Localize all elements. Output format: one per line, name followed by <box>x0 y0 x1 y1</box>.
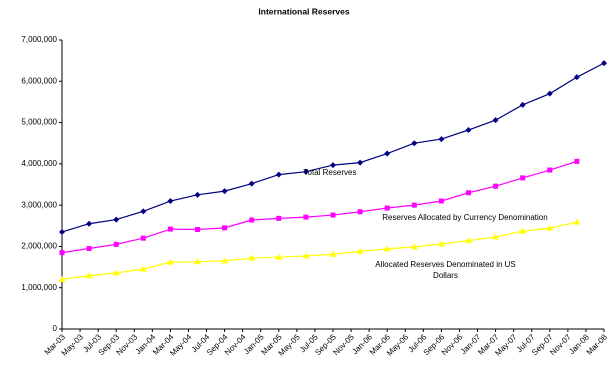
marker <box>248 254 256 261</box>
marker <box>194 258 201 265</box>
y-tick-label: 3,000,000 <box>21 200 57 209</box>
marker <box>574 158 580 164</box>
marker <box>275 171 282 178</box>
marker <box>275 253 283 260</box>
marker <box>520 175 526 181</box>
series-line <box>61 221 578 281</box>
series-label: Total Reserves <box>303 168 357 177</box>
y-tick-label: 1,000,000 <box>21 283 57 292</box>
marker <box>249 217 255 223</box>
y-tick-label: 2,000,000 <box>21 242 57 251</box>
marker <box>357 209 363 215</box>
marker <box>167 198 174 205</box>
marker <box>492 117 499 124</box>
y-tick-label: 6,000,000 <box>21 76 57 85</box>
marker <box>302 252 310 259</box>
marker <box>466 190 471 196</box>
x-tick-label: Mar-08 <box>585 332 608 357</box>
series-label: Allocated Reserves Denominated in US Dol… <box>375 260 516 280</box>
marker <box>139 265 147 272</box>
marker <box>329 250 337 257</box>
marker <box>166 258 174 265</box>
marker <box>59 228 65 235</box>
series-label: Reserves Allocated by Currency Denominat… <box>382 213 548 222</box>
marker <box>546 224 554 231</box>
marker <box>302 168 309 175</box>
y-tick-label: 7,000,000 <box>21 35 57 44</box>
marker <box>194 191 201 198</box>
marker <box>465 127 472 134</box>
y-tick-label: 4,000,000 <box>21 159 57 168</box>
marker <box>303 214 309 220</box>
y-tick-label: 5,000,000 <box>21 118 57 127</box>
marker <box>384 150 391 157</box>
marker <box>438 198 444 204</box>
marker <box>437 240 445 247</box>
marker <box>601 60 607 67</box>
chart-title: International Reserves <box>258 6 349 16</box>
marker <box>248 180 255 187</box>
marker <box>438 136 445 143</box>
marker <box>85 272 93 279</box>
marker <box>573 218 581 225</box>
marker <box>493 183 499 189</box>
marker <box>330 162 336 169</box>
marker <box>140 208 147 215</box>
marker <box>58 275 66 282</box>
marker <box>140 235 146 241</box>
marker <box>384 205 390 211</box>
marker <box>573 74 580 81</box>
marker <box>411 140 418 147</box>
marker <box>221 257 229 264</box>
marker <box>465 237 472 244</box>
marker <box>221 188 228 195</box>
marker <box>276 215 282 221</box>
marker <box>411 202 417 208</box>
marker <box>410 243 418 250</box>
marker <box>112 269 120 276</box>
marker <box>113 216 120 223</box>
marker <box>330 212 336 218</box>
marker <box>195 227 200 233</box>
series-line <box>61 62 605 233</box>
marker <box>86 220 93 227</box>
marker <box>546 90 553 97</box>
marker <box>519 227 527 234</box>
marker <box>383 245 391 252</box>
marker <box>356 247 364 254</box>
marker <box>519 101 526 108</box>
y-tick-label: 0 <box>53 324 58 333</box>
marker <box>59 250 65 256</box>
marker <box>167 226 173 232</box>
marker <box>222 225 228 231</box>
series-line <box>61 160 578 254</box>
marker <box>547 167 553 173</box>
marker <box>86 245 92 251</box>
marker <box>492 233 500 240</box>
marker <box>357 159 364 166</box>
marker <box>113 241 119 247</box>
